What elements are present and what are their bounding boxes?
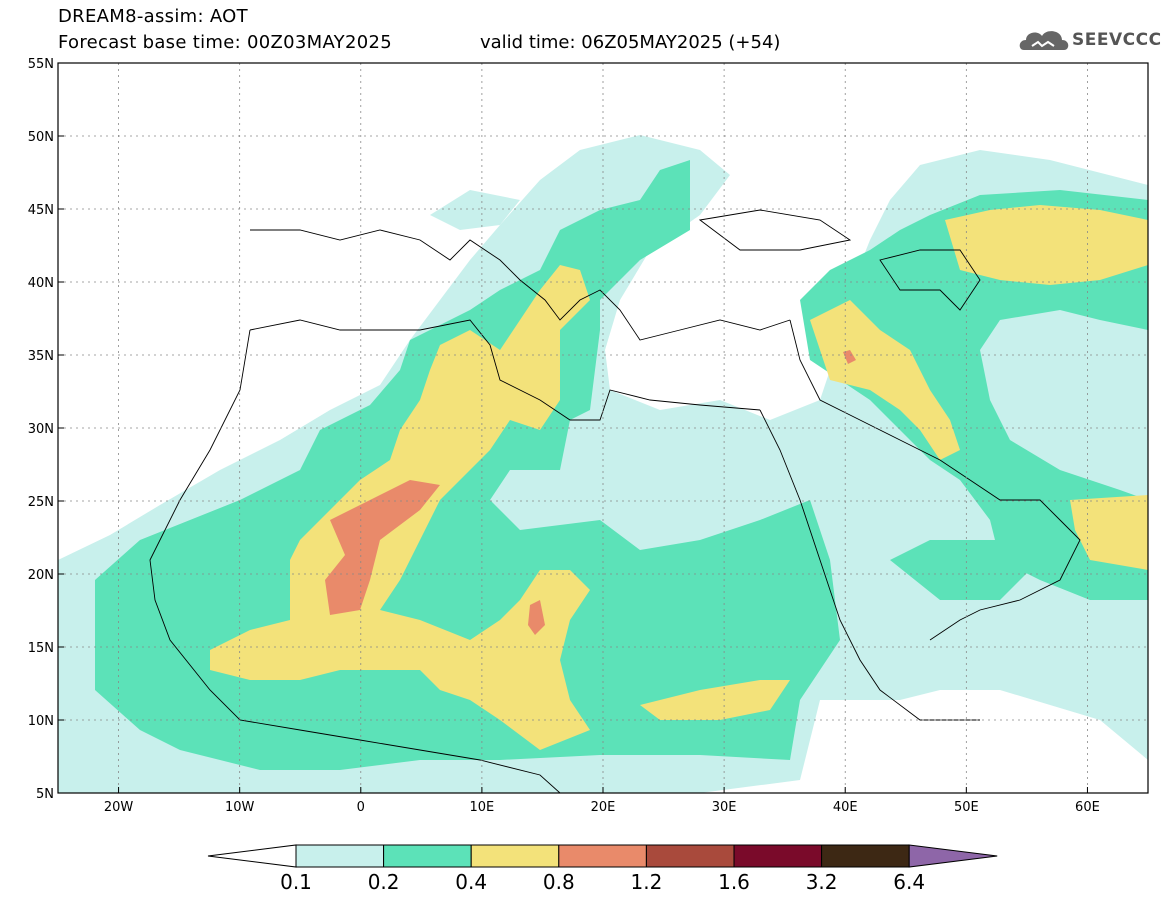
lat-tick-labels: 5N 10N 15N 20N 25N 30N 35N 40N 45N 50N 55N bbox=[28, 57, 64, 802]
colorbar-level-label: 6.4 bbox=[893, 870, 925, 894]
lon-tick-label: 40E bbox=[833, 800, 858, 815]
colorbar-level-label: 0.8 bbox=[543, 870, 575, 894]
colorbar-level-label: 1.6 bbox=[718, 870, 750, 894]
colorbar-level-label: 0.1 bbox=[280, 870, 312, 894]
lat-tick-label: 5N bbox=[36, 787, 54, 802]
aot-band-0.4-arabia bbox=[1070, 495, 1148, 570]
aot-contours bbox=[58, 135, 1148, 793]
coastline-africa bbox=[149, 329, 561, 793]
colorbar-over-arrow bbox=[908, 844, 998, 868]
colorbar-segment bbox=[295, 844, 385, 868]
colorbar-under-arrow bbox=[207, 844, 297, 868]
colorbar-labels: 0.1 0.2 0.4 0.8 1.2 1.6 3.2 6.4 bbox=[280, 870, 925, 894]
colorbar-segment bbox=[383, 844, 472, 868]
lat-tick-label: 30N bbox=[28, 422, 54, 437]
aot-band-0.4-sudan bbox=[640, 680, 790, 720]
lat-tick-label: 15N bbox=[28, 641, 54, 656]
aot-band-0.2-east bbox=[800, 190, 1148, 600]
lat-tick-label: 25N bbox=[28, 495, 54, 510]
aot-band-0.8-iraq bbox=[843, 350, 856, 364]
lat-tick-label: 10N bbox=[28, 714, 54, 729]
colorbar bbox=[207, 844, 998, 868]
colorbar-level-label: 0.4 bbox=[455, 870, 487, 894]
lon-tick-label: 20E bbox=[591, 800, 616, 815]
lon-tick-label: 10E bbox=[470, 800, 495, 815]
colorbar-segment bbox=[558, 844, 647, 868]
lat-tick-label: 40N bbox=[28, 276, 54, 291]
lat-tick-label: 45N bbox=[28, 203, 54, 218]
coastline-north-africa bbox=[249, 319, 761, 421]
colorbar-level-label: 0.2 bbox=[368, 870, 400, 894]
coastline-red-sea bbox=[759, 409, 980, 721]
aot-band-0.4-casp bbox=[945, 205, 1148, 285]
lon-tick-label: 10W bbox=[225, 800, 255, 815]
lon-tick-label: 30E bbox=[712, 800, 737, 815]
lon-tick-labels: 20W 10W 0 10E 20E 30E 40E 50E 60E bbox=[104, 787, 1100, 815]
coastline-black-sea bbox=[698, 209, 852, 251]
logo-text: SEEVCCC bbox=[1072, 30, 1162, 50]
colorbar-segment bbox=[733, 844, 823, 868]
lat-tick-label: 55N bbox=[28, 57, 54, 72]
lon-tick-label: 20W bbox=[104, 800, 134, 815]
colorbar-segment bbox=[821, 844, 910, 868]
aot-band-0.4-east bbox=[810, 300, 960, 460]
lon-tick-label: 60E bbox=[1075, 800, 1100, 815]
lon-tick-label: 50E bbox=[954, 800, 979, 815]
lat-tick-label: 20N bbox=[28, 568, 54, 583]
lat-tick-label: 50N bbox=[28, 130, 54, 145]
valid-time: valid time: 06Z05MAY2025 (+54) bbox=[480, 32, 781, 53]
coastlines bbox=[149, 209, 1081, 793]
cloud-logo-icon bbox=[1019, 31, 1069, 50]
coastline-caspian bbox=[879, 249, 981, 311]
colorbar-segment bbox=[645, 844, 735, 868]
aot-band-0.8 bbox=[325, 480, 440, 615]
colorbar-level-label: 1.2 bbox=[630, 870, 662, 894]
gridlines bbox=[58, 62, 1148, 794]
aot-band-0.1-med bbox=[430, 190, 520, 230]
aot-band-0.8-chad bbox=[528, 600, 545, 635]
colorbar-segment bbox=[470, 844, 560, 868]
aot-band-0.2-redsea bbox=[890, 540, 1040, 600]
coastline-europe bbox=[250, 229, 791, 341]
lat-tick-label: 35N bbox=[28, 349, 54, 364]
colorbar-level-label: 3.2 bbox=[806, 870, 838, 894]
chart-title: DREAM8-assim: AOT bbox=[58, 6, 248, 27]
forecast-base-time: Forecast base time: 00Z03MAY2025 bbox=[58, 32, 392, 53]
lon-tick-label: 0 bbox=[357, 800, 365, 815]
coastline-arabia bbox=[789, 319, 1081, 641]
